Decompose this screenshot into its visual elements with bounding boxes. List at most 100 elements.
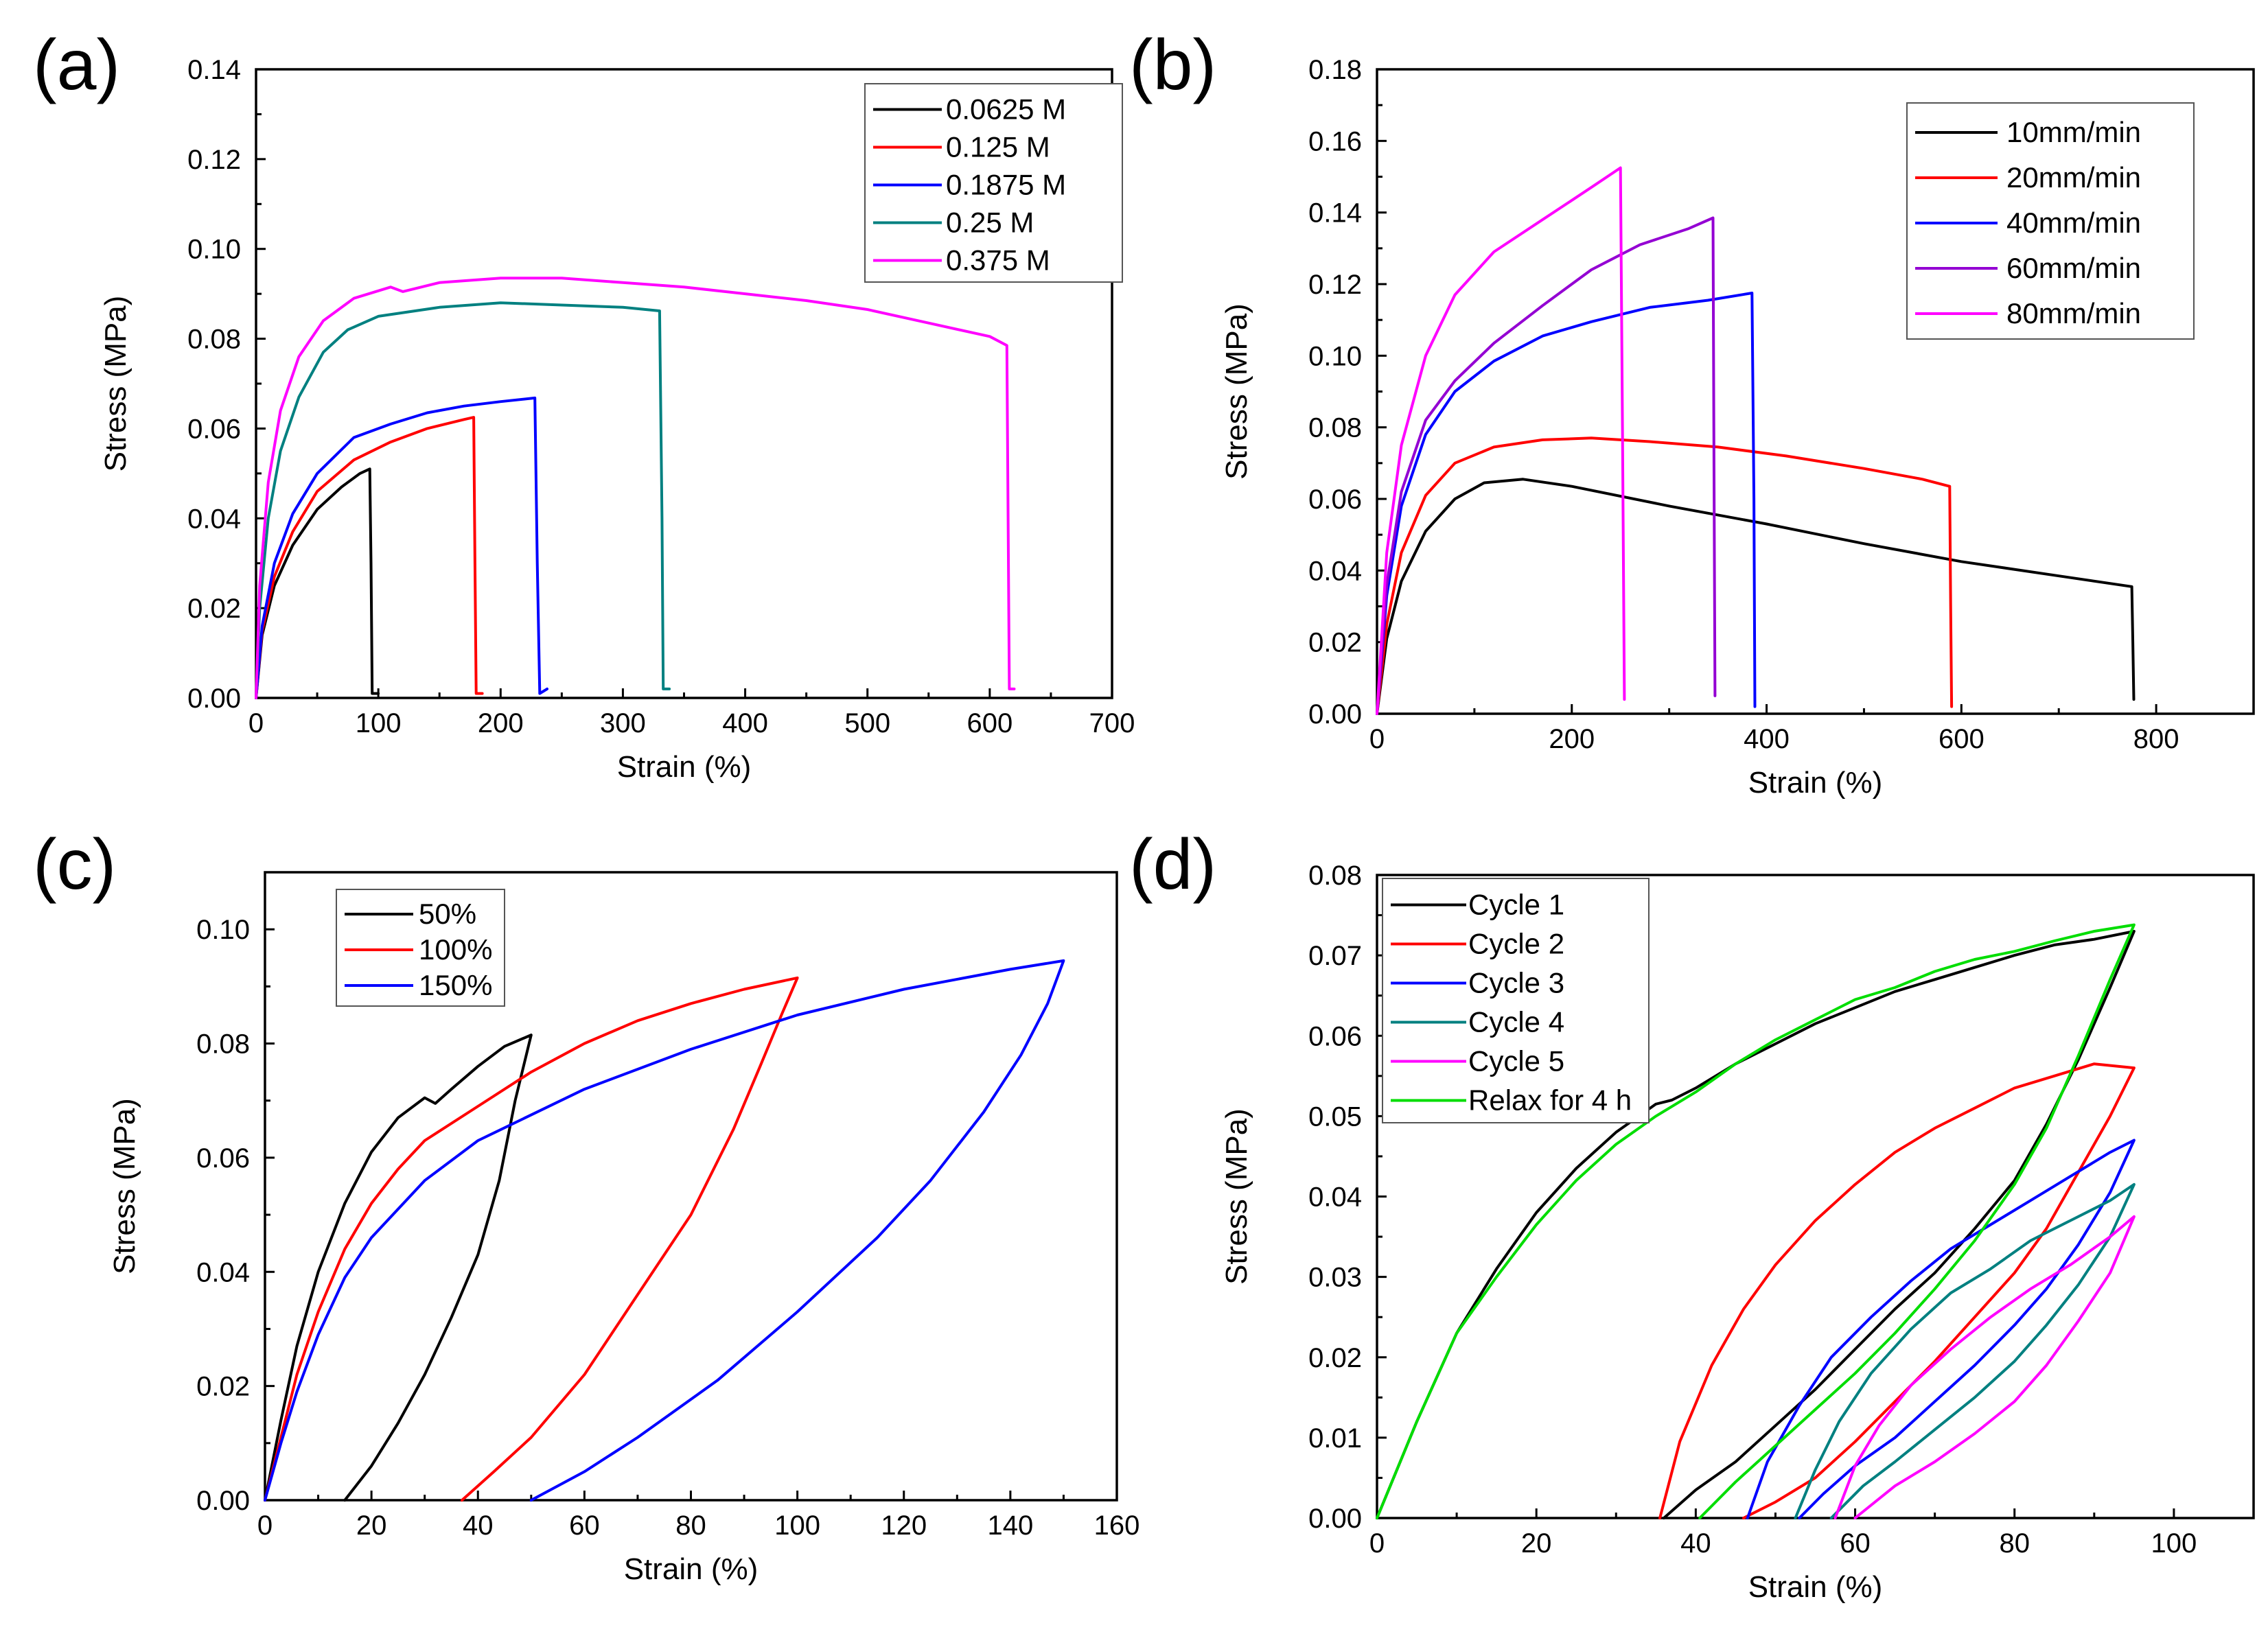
- y-tick-label: 0.08: [196, 1029, 250, 1060]
- panel-d: (d) 0 20 40 60 80 100 0.00 0.01 0.02 0.03 0.04 0.05 0…: [1129, 825, 2255, 1604]
- legend-label: 100%: [419, 933, 492, 966]
- y-tick-label: 0.02: [1308, 628, 1362, 658]
- x-tick-label: 100: [356, 708, 402, 738]
- legend-label: Cycle 3: [1468, 967, 1564, 999]
- x-tick-label: 200: [478, 708, 524, 738]
- y-tick-label: 0.00: [1308, 699, 1362, 730]
- series-line-10mm-min: [1376, 478, 2136, 715]
- x-tick-label: 0: [257, 1510, 273, 1541]
- legend: 0.0625 M 0.125 M 0.1875 M 0.25 M 0.375 M: [864, 83, 1123, 283]
- series-line-cycle-4: [1794, 1182, 2136, 1519]
- x-tick-label: 600: [1939, 724, 1984, 754]
- legend-label: 0.125 M: [946, 131, 1050, 163]
- y-axis-title: Stress (MPa): [99, 296, 132, 472]
- legend-box: [1382, 878, 1650, 1123]
- y-tick-label: 0.14: [187, 55, 241, 85]
- x-tick-label: 60: [569, 1510, 600, 1541]
- x-tick-label: 160: [1094, 1510, 1140, 1541]
- x-axis-title: Strain (%): [1748, 1570, 1883, 1604]
- legend-label: Cycle 5: [1468, 1045, 1564, 1077]
- legend-label: Cycle 4: [1468, 1006, 1564, 1038]
- y-tick-label: 0.04: [1308, 556, 1362, 586]
- y-tick-label: 0.04: [196, 1257, 250, 1287]
- legend-label: 0.1875 M: [946, 169, 1066, 201]
- x-tick-label: 40: [1680, 1528, 1711, 1559]
- x-tick-label: 200: [1549, 724, 1595, 754]
- panel-a: (a) 0 100 200 300 400 500 600 700 0.00 0.02 0.04 0.0…: [33, 25, 1135, 784]
- x-tick-label: 80: [675, 1510, 706, 1541]
- y-tick-label: 0.04: [1308, 1182, 1362, 1213]
- panel-b: (b) 0 200 400 600 800 0.00 0.02 0.04 0.06 0.08 0.10…: [1129, 25, 2255, 800]
- series-line-0-1875-m: [255, 396, 548, 699]
- series-line-100-: [264, 976, 799, 1502]
- x-axis-title: Strain (%): [617, 750, 752, 784]
- legend-label: 20mm/min: [2006, 161, 2141, 194]
- y-tick-label: 0.14: [1308, 198, 1362, 229]
- x-tick-label: 80: [1999, 1528, 2030, 1559]
- series-line-0-0625-m: [255, 467, 380, 699]
- y-axis-title: Stress (MPa): [1220, 1108, 1253, 1285]
- panel-label: (a): [33, 25, 120, 105]
- series-line-cycle-5: [1833, 1215, 2136, 1519]
- x-tick-label: 500: [844, 708, 890, 738]
- x-tick-label: 140: [988, 1510, 1034, 1541]
- y-axis-title: Stress (MPa): [108, 1098, 141, 1274]
- legend-label: 0.375 M: [946, 244, 1050, 277]
- y-tick-label: 0.18: [1308, 55, 1362, 85]
- y-tick-label: 0.10: [196, 915, 250, 945]
- series-line-cycle-1: [1376, 930, 2136, 1519]
- x-tick-label: 20: [356, 1510, 387, 1541]
- series-line-80mm-min: [1376, 166, 1626, 715]
- legend-box: [864, 83, 1123, 283]
- y-tick-label: 0.02: [187, 594, 241, 624]
- x-tick-label: 0: [1369, 724, 1385, 754]
- x-axis-title: Strain (%): [1748, 766, 1883, 800]
- x-tick-label: 400: [722, 708, 768, 738]
- series-line-0-25-m: [255, 301, 671, 699]
- y-tick-label: 0.16: [1308, 126, 1362, 156]
- panel-c: (c) 0 20 40 60 80 100 120 140 160 0.00 0.02 0.04 0.06…: [33, 825, 1139, 1586]
- legend-label: Cycle 1: [1468, 889, 1564, 921]
- series-line-150-: [264, 959, 1065, 1502]
- y-tick-label: 0.10: [187, 235, 241, 265]
- x-axis-title: Strain (%): [624, 1552, 759, 1586]
- y-tick-label: 0.10: [1308, 341, 1362, 371]
- series-line-40mm-min: [1376, 292, 1757, 715]
- legend-label: 10mm/min: [2006, 116, 2141, 148]
- panel-label: (b): [1129, 25, 1216, 105]
- y-tick-label: 0.00: [187, 684, 241, 714]
- y-tick-label: 0.12: [1308, 270, 1362, 300]
- series-line-20mm-min: [1376, 436, 1954, 715]
- x-tick-label: 400: [1744, 724, 1790, 754]
- panel-label: (d): [1129, 825, 1216, 905]
- y-tick-label: 0.08: [187, 325, 241, 355]
- y-tick-label: 0.04: [187, 504, 241, 534]
- legend-label: 150%: [419, 969, 492, 1001]
- x-tick-label: 60: [1840, 1528, 1871, 1559]
- y-tick-label: 0.08: [1308, 861, 1362, 891]
- y-axis-title: Stress (MPa): [1220, 303, 1253, 480]
- x-tick-label: 100: [2151, 1528, 2197, 1559]
- y-tick-label: 0.07: [1308, 941, 1362, 971]
- legend-label: 0.0625 M: [946, 93, 1066, 126]
- series-line-cycle-3: [1746, 1139, 2136, 1519]
- legend-label: 40mm/min: [2006, 207, 2141, 239]
- legend-box: [1906, 102, 2195, 340]
- y-tick-label: 0.05: [1308, 1101, 1362, 1132]
- x-tick-label: 800: [2133, 724, 2179, 754]
- y-tick-label: 0.06: [1308, 1021, 1362, 1051]
- y-tick-label: 0.03: [1308, 1263, 1362, 1293]
- series-line-relax-for-4-h: [1376, 923, 2136, 1519]
- y-tick-label: 0.06: [187, 414, 241, 444]
- legend: 10mm/min 20mm/min 40mm/min 60mm/min 80mm/min: [1906, 102, 2195, 340]
- legend-label: 0.25 M: [946, 207, 1034, 239]
- panel-label: (c): [33, 825, 116, 905]
- legend-label: 80mm/min: [2006, 297, 2141, 329]
- legend-label: 50%: [419, 898, 476, 930]
- legend-label: Relax for 4 h: [1468, 1084, 1632, 1117]
- legend: Cycle 1 Cycle 2 Cycle 3 Cycle 4 Cycle 5 Relax…: [1382, 878, 1650, 1123]
- y-tick-label: 0.06: [196, 1143, 250, 1174]
- y-tick-label: 0.02: [1308, 1343, 1362, 1373]
- x-tick-label: 0: [1369, 1528, 1385, 1559]
